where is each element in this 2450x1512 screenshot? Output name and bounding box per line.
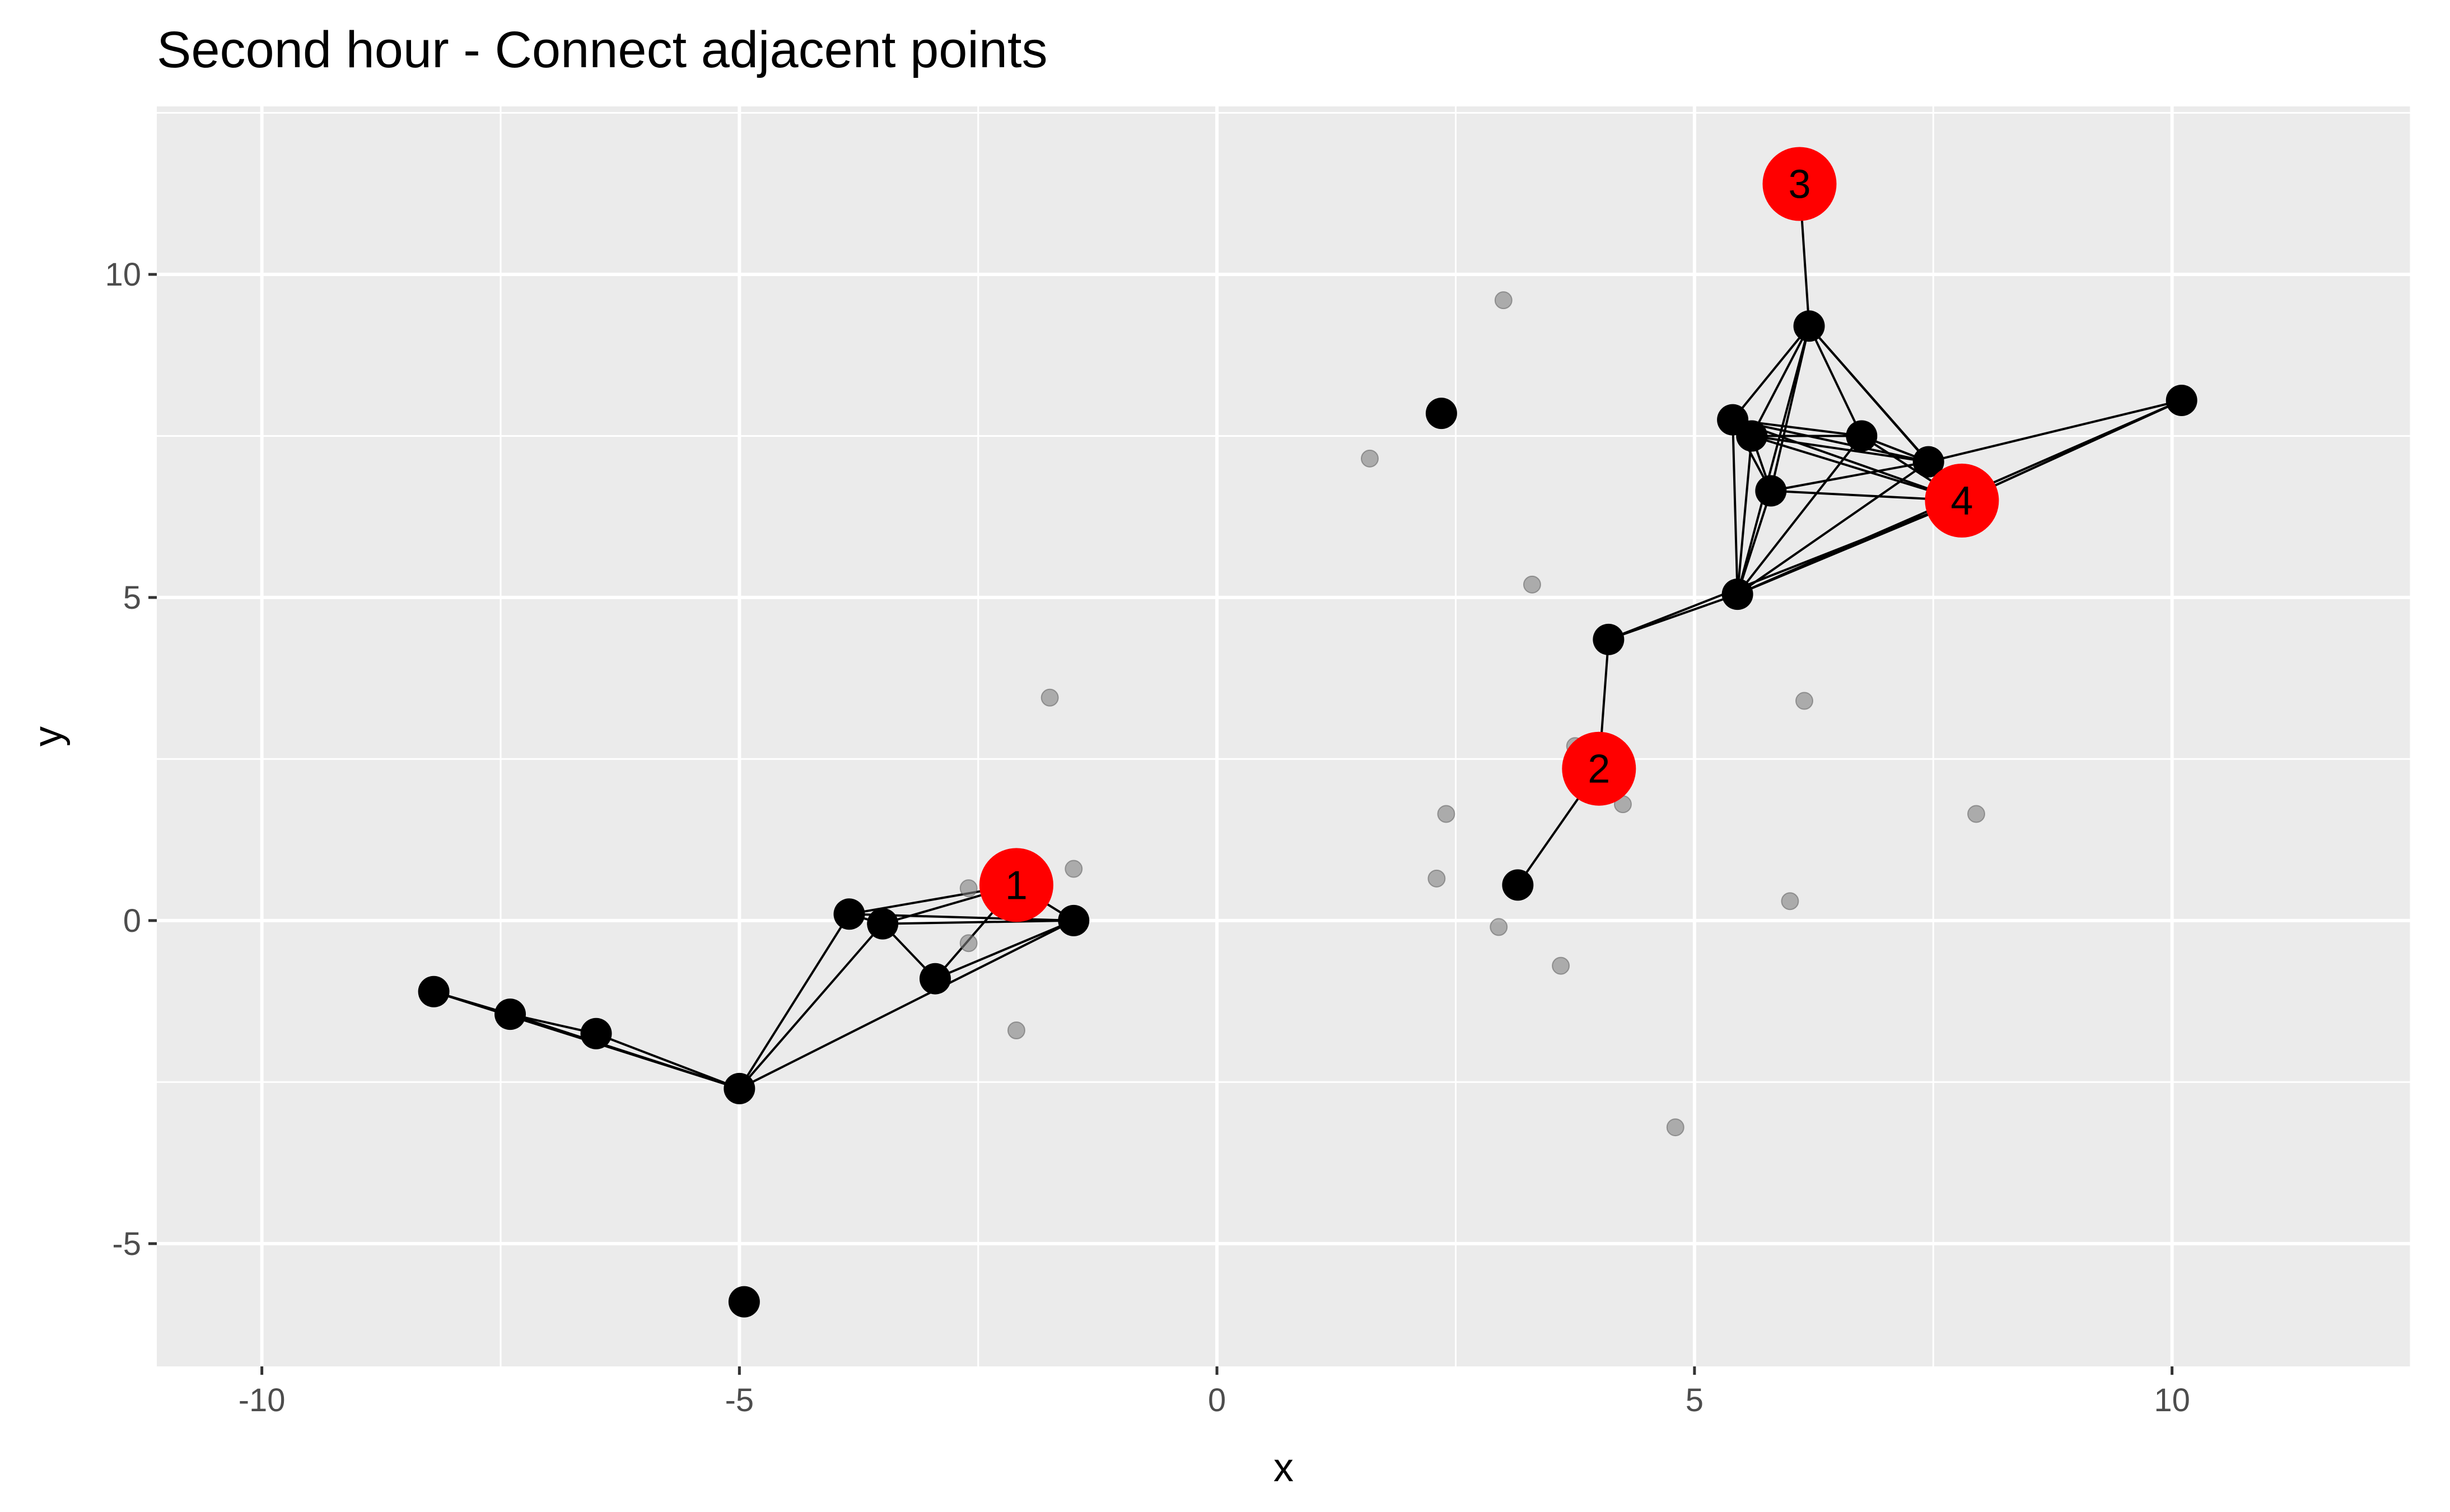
center-label: 3 [1788, 162, 1810, 207]
x-axis-title: x [1273, 1445, 1294, 1490]
y-tick-label: 10 [105, 256, 141, 293]
edge-line [1732, 419, 1739, 595]
edge-line [1608, 499, 1963, 641]
background-point [1967, 805, 1985, 823]
background-point [1494, 291, 1513, 310]
connected-point [919, 963, 951, 995]
edge-line [1732, 418, 1929, 463]
edge-line [1961, 399, 2182, 502]
edge-line [1751, 435, 1929, 463]
background-point [1427, 869, 1446, 888]
background-point [1666, 1118, 1684, 1137]
edge-line [1808, 325, 1863, 437]
edge-line [1736, 325, 1810, 595]
edge-line [935, 920, 1075, 980]
center-label: 4 [1950, 479, 1973, 524]
connected-point [1058, 904, 1090, 936]
chart-title: Second hour - Connect adjacent points [157, 21, 1048, 78]
connected-point [1846, 420, 1878, 452]
connected-point [1425, 398, 1457, 430]
connected-point [1793, 310, 1825, 342]
plot-panel [157, 106, 2411, 1366]
background-point [1437, 805, 1455, 823]
edge-line [1770, 325, 1810, 491]
connected-point [728, 1286, 760, 1318]
connected-point [833, 898, 865, 930]
connected-point [1721, 578, 1753, 610]
connected-point [494, 998, 526, 1030]
edge-line [1732, 325, 1810, 421]
x-tick-label: -5 [725, 1382, 754, 1418]
axis-ticks: -10 -5 0 5 10 -5 0 5 10 [105, 256, 2190, 1418]
connected-point [1717, 404, 1749, 436]
connected-point [1755, 475, 1787, 507]
connected-point [867, 908, 899, 940]
center-point [1925, 463, 1999, 538]
center-label: 1 [1005, 863, 1028, 908]
edge-line [510, 1013, 740, 1090]
background-point [1490, 918, 1508, 936]
center-label: 2 [1588, 747, 1610, 792]
edge-line [1770, 460, 1929, 492]
y-tick-label: -5 [112, 1226, 141, 1262]
x-tick-label: -10 [239, 1382, 286, 1418]
background-point [959, 934, 978, 953]
background-point [1523, 575, 1541, 594]
background-point [1795, 692, 1814, 710]
connection-lines [433, 184, 2182, 1090]
y-tick-label: 0 [123, 903, 141, 939]
edge-line [1751, 325, 1810, 437]
x-tick-label: 5 [1686, 1382, 1704, 1418]
edge-line [738, 913, 851, 1089]
x-tick-label: 0 [1208, 1382, 1226, 1418]
edge-line [1928, 399, 2182, 463]
center-point [1762, 147, 1837, 221]
edge-line [883, 919, 1074, 925]
data-points: 1 2 3 4 [418, 147, 2197, 1318]
connected-point [724, 1072, 755, 1104]
x-tick-label: 10 [2154, 1382, 2190, 1418]
background-point [1360, 449, 1379, 468]
connected-point [418, 976, 450, 1007]
connected-point [1502, 869, 1534, 901]
edge-line [739, 920, 1075, 1090]
background-point [1007, 1021, 1025, 1039]
background-point [1040, 688, 1059, 707]
edge-line [1737, 460, 1929, 595]
edge-line [1732, 418, 1963, 502]
background-point [959, 879, 978, 898]
connected-point [580, 1018, 612, 1049]
background-point [1781, 892, 1799, 911]
edge-line [595, 1032, 740, 1090]
edge-line [1736, 436, 1753, 595]
grid-lines [157, 106, 2412, 1366]
y-tick-label: 5 [123, 580, 141, 616]
connected-point [1912, 446, 1944, 478]
background-point [1065, 860, 1083, 878]
connected-point [1593, 623, 1625, 655]
center-point [1562, 731, 1636, 806]
connected-point [2166, 385, 2197, 416]
background-point [1552, 956, 1570, 975]
y-axis-title: y [26, 726, 71, 746]
center-point [979, 848, 1053, 922]
edge-line [738, 923, 884, 1090]
